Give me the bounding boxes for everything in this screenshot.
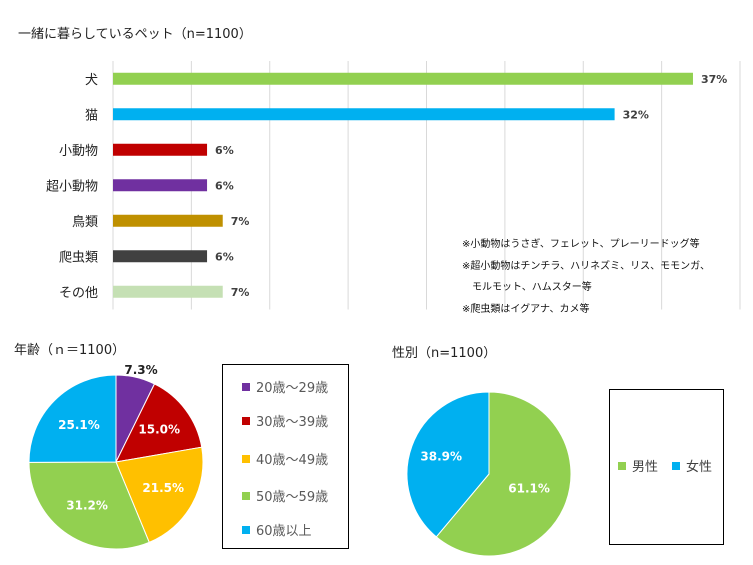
age-legend-item: 30歳～39歳 — [242, 411, 328, 430]
age-pie-chart: 7.3% 15.0% 21.5% 31.2% 25.1% — [28, 363, 204, 550]
bar-value-labels: 37% 32% 6% 6% 7% 6% 7% — [215, 73, 727, 299]
category-label: 猫 — [85, 108, 98, 123]
pie-slice — [435, 391, 572, 557]
pie-value-label: 21.5% — [142, 481, 184, 495]
legend-swatch — [618, 461, 626, 470]
gender-pie-slices — [406, 391, 572, 557]
bar-value-label: 6% — [215, 144, 234, 157]
legend-label: 女性 — [686, 460, 713, 475]
pie-value-label: 31.2% — [66, 498, 108, 512]
bar-series — [113, 72, 693, 298]
footnote: ※爬虫類はイグアナ、カメ等 — [462, 303, 590, 315]
legend-swatch — [242, 491, 250, 500]
pie-slice — [115, 383, 203, 463]
gender-pie-chart: 61.1% 38.9% — [406, 391, 572, 557]
age-chart-title: 年齢（ｎ＝1100） — [14, 343, 126, 358]
legend-label: 60歳以上 — [256, 524, 312, 539]
bar-chart-title: 一緒に暮らしているペット（n=1100） — [18, 27, 252, 42]
pie-slice — [28, 374, 117, 463]
bar-value-label: 6% — [215, 250, 234, 263]
age-pie-labels: 7.3% 15.0% 21.5% 31.2% 25.1% — [58, 363, 184, 512]
category-label: 鳥類 — [72, 215, 98, 230]
pie-slice — [115, 446, 204, 544]
legend-label: 40歳～49歳 — [256, 453, 329, 468]
age-legend-item: 60歳以上 — [242, 520, 312, 539]
footnotes: ※小動物はうさぎ、フェレット、プレーリードッグ等 ※超小動物はチンチラ、ハリネズ… — [462, 234, 710, 320]
pie-value-label: 61.1% — [508, 482, 550, 496]
bar — [113, 285, 223, 298]
pie-value-label: 25.1% — [58, 418, 100, 432]
gender-chart-title: 性別（n=1100） — [392, 346, 497, 361]
pie-value-label: 7.3% — [124, 363, 157, 377]
legend-label: 男性 — [632, 460, 659, 475]
pie-value-label: 38.9% — [420, 450, 462, 464]
age-legend-item: 20歳～29歳 — [242, 377, 328, 396]
age-legend-item: 40歳～49歳 — [242, 449, 328, 468]
pie-value-label: 15.0% — [138, 423, 180, 437]
legend-swatch — [242, 454, 250, 463]
category-label: 犬 — [85, 73, 98, 88]
bar-value-label: 7% — [231, 286, 250, 299]
category-label: その他 — [59, 286, 98, 301]
bar-value-label: 7% — [231, 215, 250, 228]
age-pie-slices — [28, 374, 204, 550]
footnote: モルモット、ハムスター等 — [462, 282, 592, 293]
footnote: ※超小動物はチンチラ、ハリネズミ、リス、モモンガ、 — [462, 260, 710, 272]
legend-label: 20歳～29歳 — [256, 381, 329, 396]
gender-legend-item: 女性 — [672, 456, 712, 475]
bar-value-label: 32% — [623, 108, 649, 121]
bar — [113, 143, 208, 156]
gender-pie-labels: 61.1% 38.9% — [420, 450, 549, 496]
age-legend-item: 50歳～59歳 — [242, 486, 328, 505]
age-legend: 20歳～29歳 30歳～39歳 40歳～49歳 50歳～59歳 60歳以上 — [222, 364, 349, 549]
bar — [113, 72, 693, 85]
bar — [113, 108, 615, 121]
category-label: 超小動物 — [46, 179, 98, 194]
legend-label: 30歳～39歳 — [256, 415, 329, 430]
legend-swatch — [242, 416, 250, 425]
gender-legend-item: 男性 — [618, 456, 658, 475]
legend-swatch — [242, 525, 250, 534]
legend-swatch — [672, 461, 680, 470]
legend-label: 50歳～59歳 — [256, 490, 329, 505]
bar-value-label: 37% — [701, 73, 727, 86]
legend-swatch — [242, 382, 250, 391]
pie-slice — [406, 391, 490, 538]
bar — [113, 214, 223, 227]
category-label: 爬虫類 — [59, 250, 98, 265]
category-label: 小動物 — [59, 144, 98, 159]
footnote: ※小動物はうさぎ、フェレット、プレーリードッグ等 — [462, 239, 700, 250]
gender-legend: 男性 女性 — [609, 389, 724, 545]
bar-value-label: 6% — [215, 179, 234, 192]
pie-slice — [28, 461, 150, 550]
bar — [113, 250, 208, 263]
bar — [113, 179, 208, 192]
